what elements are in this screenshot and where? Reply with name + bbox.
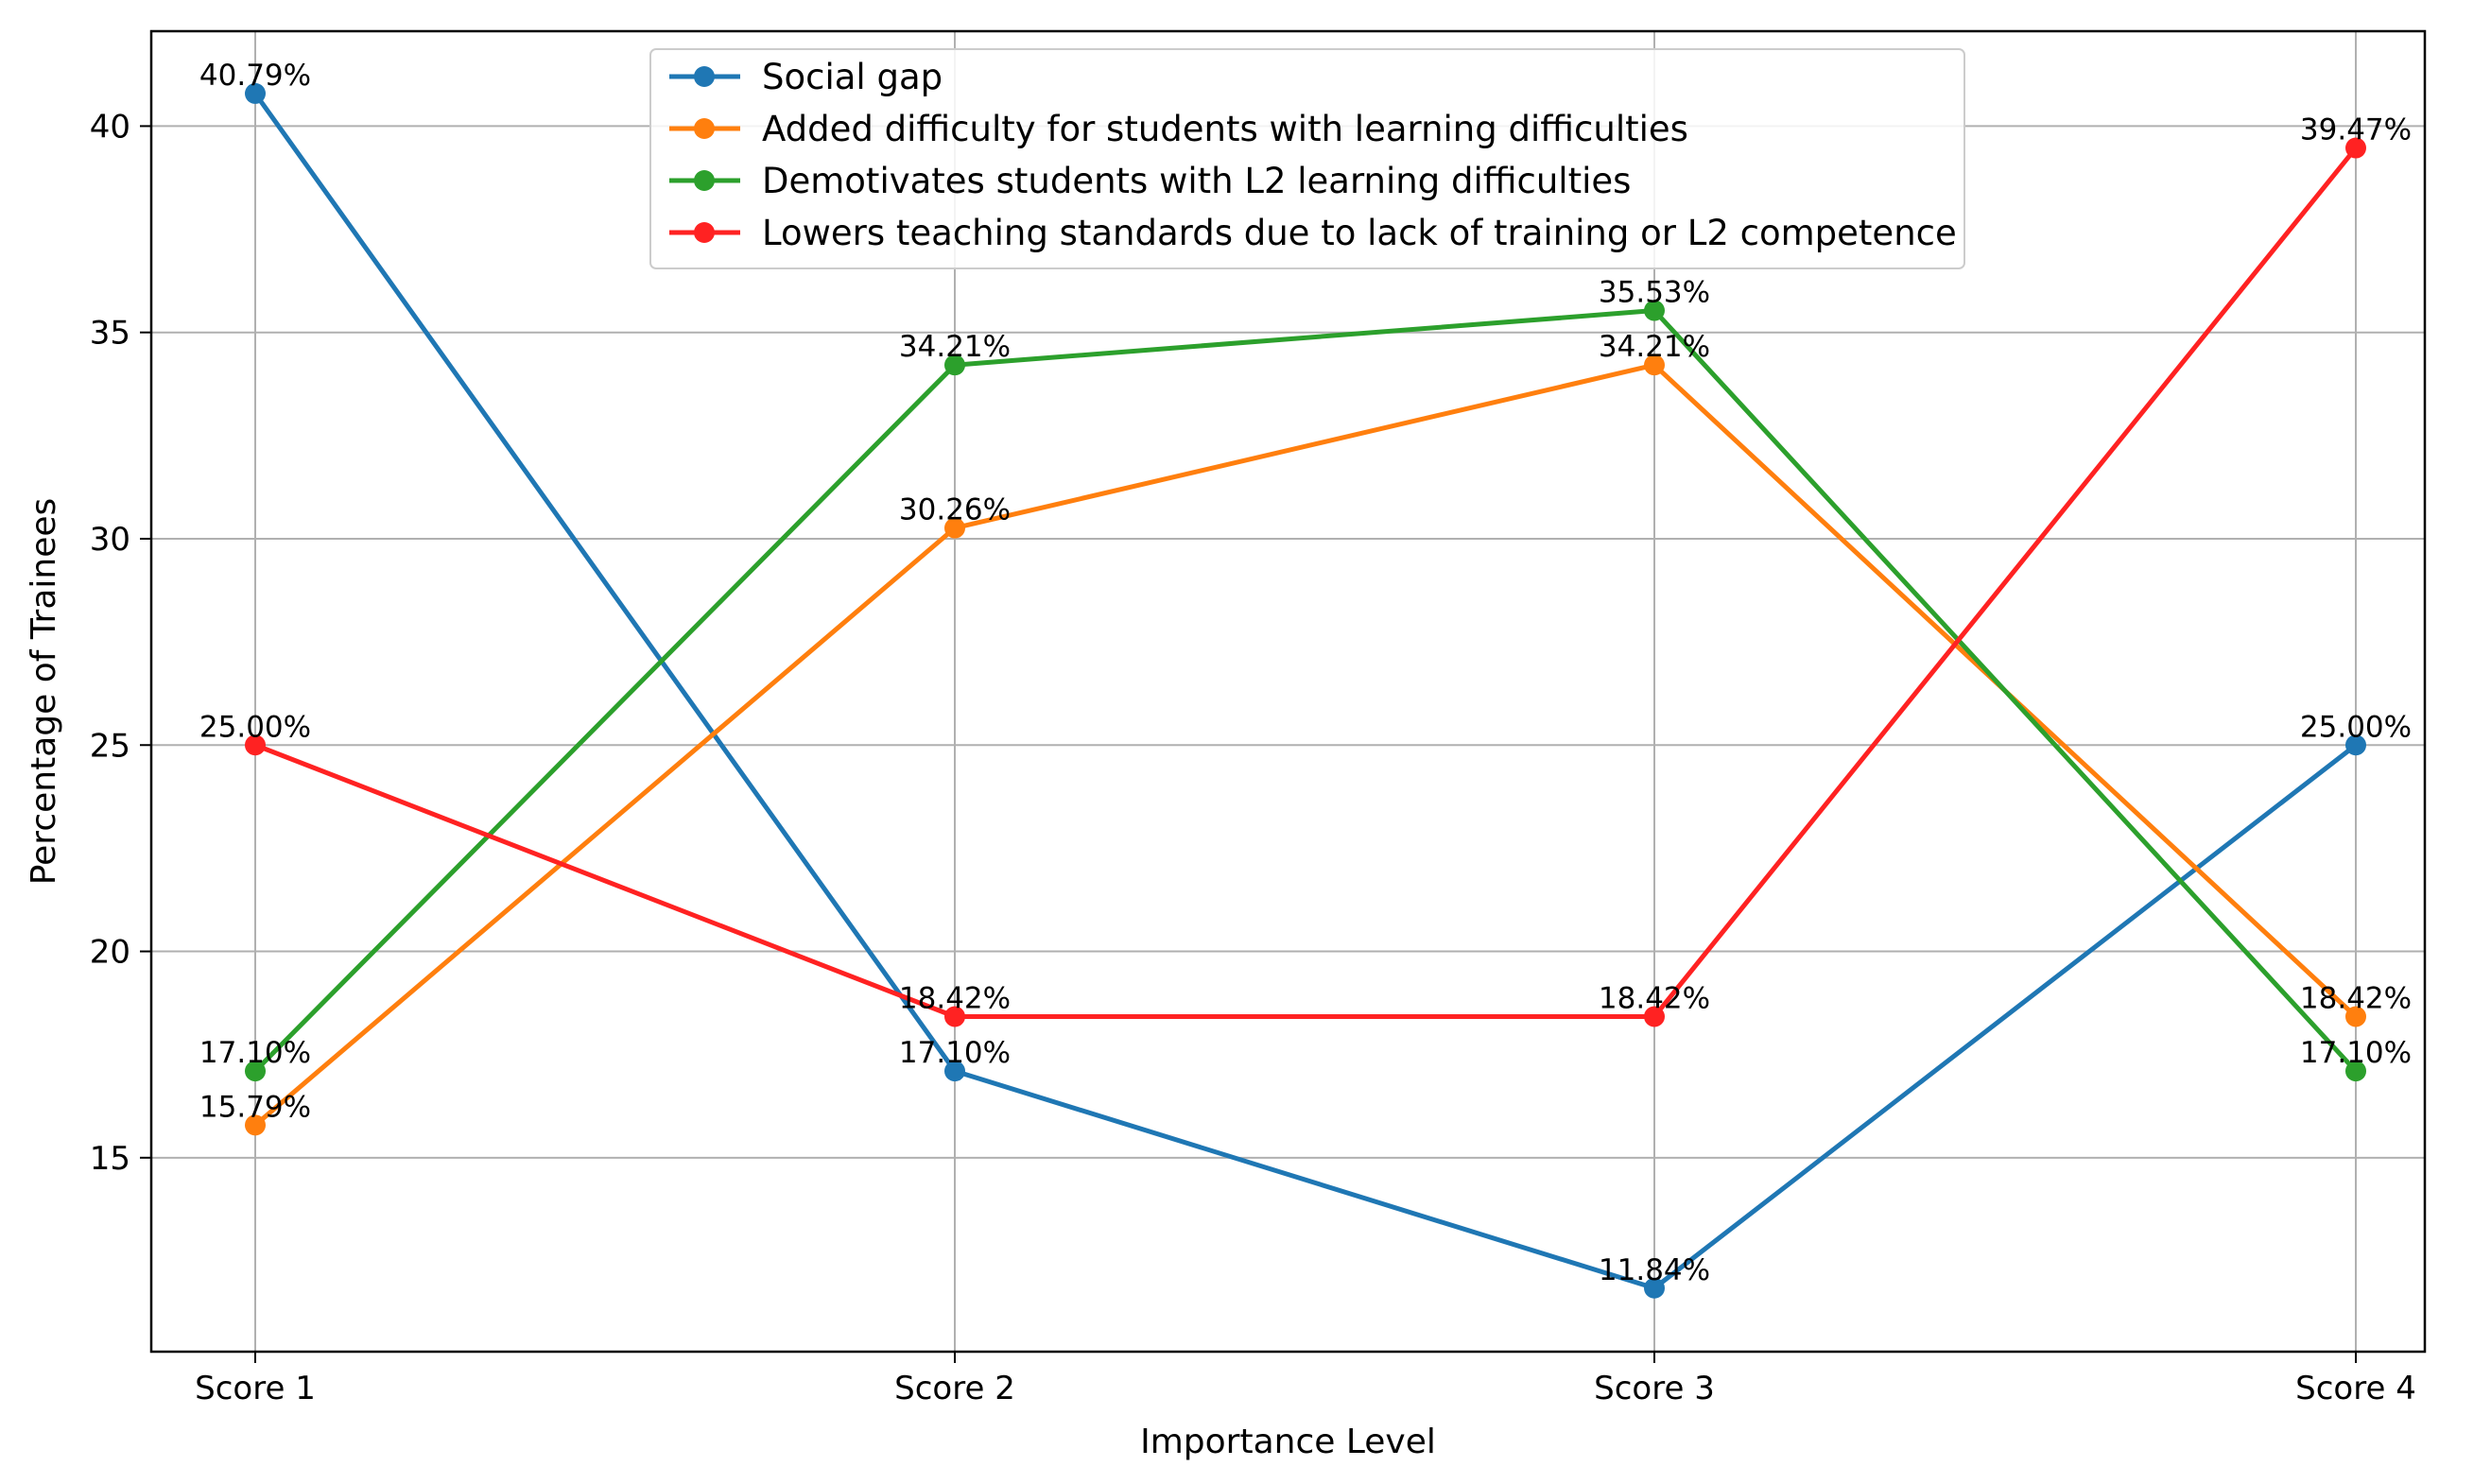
data-point bbox=[2345, 734, 2366, 756]
series-lines bbox=[245, 82, 2366, 1299]
data-label: 17.10% bbox=[199, 1036, 311, 1070]
data-label: 34.21% bbox=[1599, 330, 1710, 364]
data-point bbox=[944, 517, 965, 539]
x-tick-label: Score 1 bbox=[195, 1370, 316, 1407]
legend: Social gap Added difficulty for students … bbox=[649, 48, 1965, 269]
legend-marker bbox=[694, 222, 715, 243]
legend-entry: Demotivates students with L2 learning di… bbox=[762, 161, 1631, 201]
data-label: 25.00% bbox=[2300, 710, 2412, 744]
data-label: 30.26% bbox=[899, 493, 1011, 527]
series-line-1 bbox=[252, 92, 2358, 1291]
data-label: 39.47% bbox=[2300, 113, 2412, 147]
legend-entry: Lowers teaching standards due to lack of… bbox=[762, 213, 1957, 253]
data-label: 15.79% bbox=[199, 1090, 311, 1124]
data-label: 35.53% bbox=[1599, 276, 1710, 310]
legend-box bbox=[649, 48, 1965, 269]
data-point bbox=[2345, 137, 2366, 159]
series-line-4 bbox=[254, 146, 2358, 1020]
y-tick-label: 35 bbox=[90, 315, 130, 353]
x-axis-label: Importance Level bbox=[1140, 1423, 1436, 1461]
y-tick-label: 20 bbox=[90, 934, 130, 972]
y-tick-label: 15 bbox=[90, 1140, 130, 1178]
data-label: 18.42% bbox=[1599, 982, 1710, 1016]
data-point bbox=[245, 1061, 266, 1082]
data-label: 34.21% bbox=[899, 330, 1011, 364]
data-point bbox=[1644, 1277, 1665, 1299]
y-tick-label: 25 bbox=[90, 727, 130, 765]
data-point bbox=[944, 1061, 965, 1082]
data-point bbox=[944, 354, 965, 376]
y-tick-label: 40 bbox=[90, 108, 130, 146]
data-label: 18.42% bbox=[2300, 982, 2412, 1016]
data-labels: 40.79% 17.10% 11.84% 25.00% 15.79% 30.26% 34.2… bbox=[199, 59, 2412, 1287]
data-point bbox=[2345, 1006, 2366, 1027]
data-point bbox=[245, 734, 266, 756]
data-label: 17.10% bbox=[899, 1036, 1011, 1070]
data-point bbox=[2345, 1061, 2366, 1082]
data-label: 17.10% bbox=[2300, 1036, 2412, 1070]
x-tick-label: Score 3 bbox=[1594, 1370, 1715, 1407]
data-point bbox=[944, 1006, 965, 1027]
series-line-3 bbox=[253, 308, 2358, 1073]
y-tick-label: 30 bbox=[90, 521, 130, 559]
axes: Score 1 Score 2 Score 3 Score 4 15 20 25 30 35 40 bbox=[90, 108, 2416, 1407]
data-point bbox=[245, 1114, 266, 1136]
legend-marker bbox=[694, 118, 715, 139]
y-axis-label: Percentage of Trainees bbox=[25, 498, 63, 886]
data-point bbox=[245, 82, 266, 104]
legend-marker bbox=[694, 66, 715, 87]
data-label: 40.79% bbox=[199, 59, 311, 93]
x-tick-label: Score 2 bbox=[894, 1370, 1015, 1407]
data-point bbox=[1644, 300, 1665, 321]
data-label: 11.84% bbox=[1599, 1253, 1710, 1287]
data-point bbox=[1644, 1006, 1665, 1027]
plot-frame bbox=[149, 29, 2427, 1354]
legend-entry: Social gap bbox=[762, 57, 943, 97]
data-label: 18.42% bbox=[899, 982, 1011, 1016]
data-label: 25.00% bbox=[199, 710, 311, 744]
x-tick-label: Score 4 bbox=[2295, 1370, 2416, 1407]
legend-marker bbox=[694, 170, 715, 191]
legend-entry: Added difficulty for students with learn… bbox=[762, 109, 1688, 149]
data-point bbox=[1644, 354, 1665, 376]
